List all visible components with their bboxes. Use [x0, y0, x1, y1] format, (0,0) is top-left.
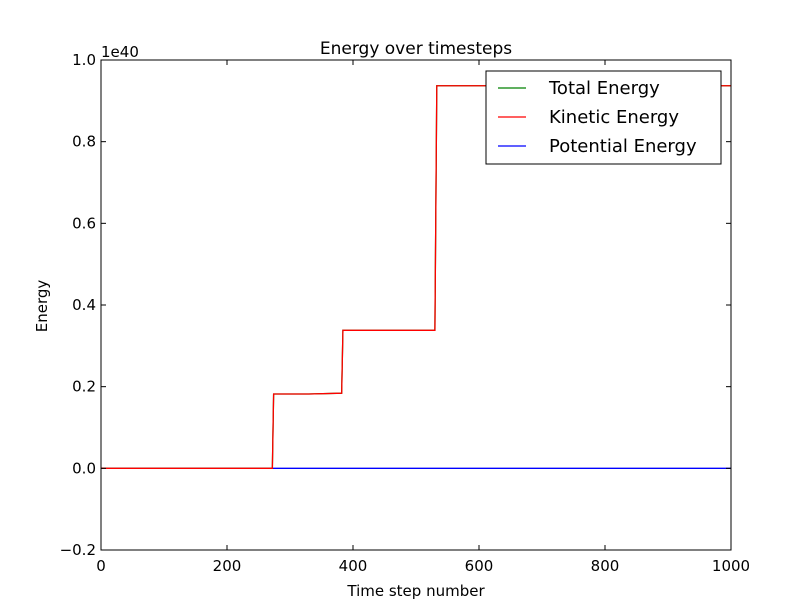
legend: Total Energy Kinetic Energy Potential Ener… [485, 70, 722, 165]
legend-label: Kinetic Energy [549, 107, 679, 128]
y-tick-label: 0.8 [72, 133, 96, 151]
y-axis-label: Energy [33, 280, 51, 333]
y-axis-offset-label: 1e40 [101, 43, 139, 61]
y-tick-label: 0.4 [72, 296, 96, 314]
legend-label: Total Energy [548, 78, 660, 99]
x-tick-label: 200 [213, 557, 242, 575]
series-layer [101, 85, 731, 469]
plot-area-frame [100, 59, 732, 551]
x-tick-label: 1000 [712, 557, 750, 575]
legend-label: Potential Energy [549, 136, 697, 157]
y-tick-label: 0.2 [72, 378, 96, 396]
x-tick-label: 400 [339, 557, 368, 575]
chart-title: Energy over timesteps [320, 39, 512, 59]
x-tick-label: 0 [96, 557, 106, 575]
y-tick-label: 1.0 [72, 51, 96, 69]
x-axis-label: Time step number [346, 582, 485, 600]
legend-entries: Total Energy Kinetic Energy Potential Ener… [498, 78, 697, 157]
x-tick-label: 600 [465, 557, 494, 575]
y-tick-label: −0.2 [60, 541, 96, 559]
series-line-kinetic-energy [101, 85, 731, 469]
ticks-layer: 0 200 400 600 800 1000 −0.2 0.0 0.2 0.4 0.6 0.8 1.0 [60, 51, 751, 575]
y-tick-label: 0.0 [72, 459, 96, 477]
x-tick-label: 800 [591, 557, 620, 575]
y-tick-label: 0.6 [72, 214, 96, 232]
